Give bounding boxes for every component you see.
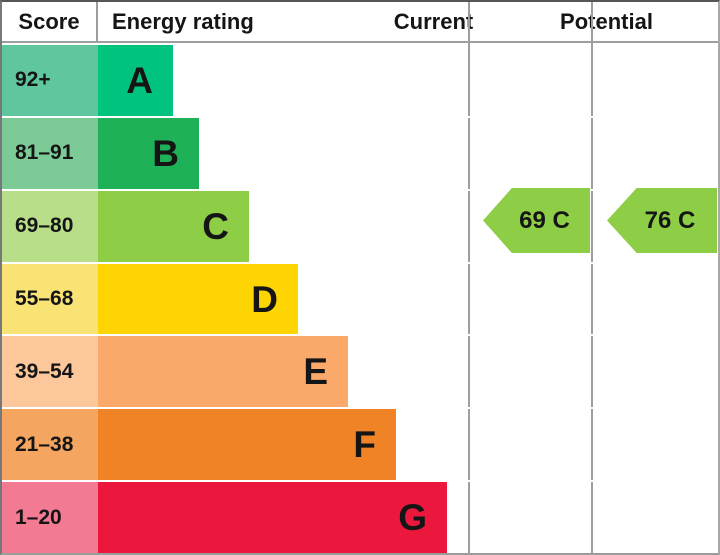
band-letter: A	[126, 59, 153, 101]
score-cell: 81–91	[2, 117, 98, 189]
header-score-label: Score	[18, 8, 80, 34]
band-letter: B	[152, 132, 179, 174]
rating-bar: E	[98, 336, 348, 408]
score-range: 21–38	[15, 432, 74, 456]
band-row-b: 81–91 B	[2, 117, 718, 191]
band-row-c: 69–80 C	[2, 190, 718, 264]
score-cell: 21–38	[2, 409, 98, 481]
header-potential: Potential	[495, 2, 718, 41]
band-letter: G	[398, 497, 427, 539]
rating-bar: A	[98, 45, 173, 116]
score-range: 81–91	[15, 141, 74, 165]
score-cell: 69–80	[2, 190, 98, 262]
band-row-e: 39–54 E	[2, 336, 718, 410]
score-cell: 1–20	[2, 482, 98, 553]
potential-rating-value: 76 C	[644, 206, 696, 234]
rating-bands: 92+ A 81–91 B 69–80 C 55–68 D 39–54 E 21…	[2, 45, 718, 553]
score-range: 39–54	[15, 359, 74, 383]
header-energy-rating: Energy rating	[98, 2, 372, 41]
band-letter: E	[303, 351, 328, 393]
rating-bar: G	[98, 482, 447, 553]
header-row: Score Energy rating Current Potential	[2, 2, 718, 43]
score-range: 1–20	[15, 505, 62, 529]
rating-bar: D	[98, 263, 298, 335]
potential-rating-arrow-icon: 76 C	[607, 188, 717, 253]
header-score: Score	[2, 2, 98, 41]
score-cell: 55–68	[2, 263, 98, 335]
band-row-f: 21–38 F	[2, 409, 718, 483]
current-rating-value: 69 C	[519, 206, 570, 234]
band-row-a: 92+ A	[2, 45, 718, 118]
band-letter: F	[353, 424, 376, 466]
score-cell: 92+	[2, 45, 98, 116]
rating-bar: B	[98, 117, 199, 189]
rating-bar: C	[98, 190, 249, 262]
band-row-d: 55–68 D	[2, 263, 718, 337]
header-current: Current	[372, 2, 495, 41]
band-letter: C	[202, 205, 229, 247]
score-range: 69–80	[15, 214, 74, 238]
score-range: 92+	[15, 68, 51, 92]
divider-current-column	[468, 2, 470, 553]
divider-potential-column	[591, 2, 593, 553]
score-cell: 39–54	[2, 336, 98, 408]
header-energy-rating-label: Energy rating	[112, 8, 254, 34]
header-potential-label: Potential	[560, 8, 653, 34]
header-current-label: Current	[393, 8, 474, 34]
score-range: 55–68	[15, 287, 74, 310]
band-row-g: 1–20 G	[2, 482, 718, 553]
rating-bar: F	[98, 409, 396, 481]
band-letter: D	[251, 278, 278, 320]
